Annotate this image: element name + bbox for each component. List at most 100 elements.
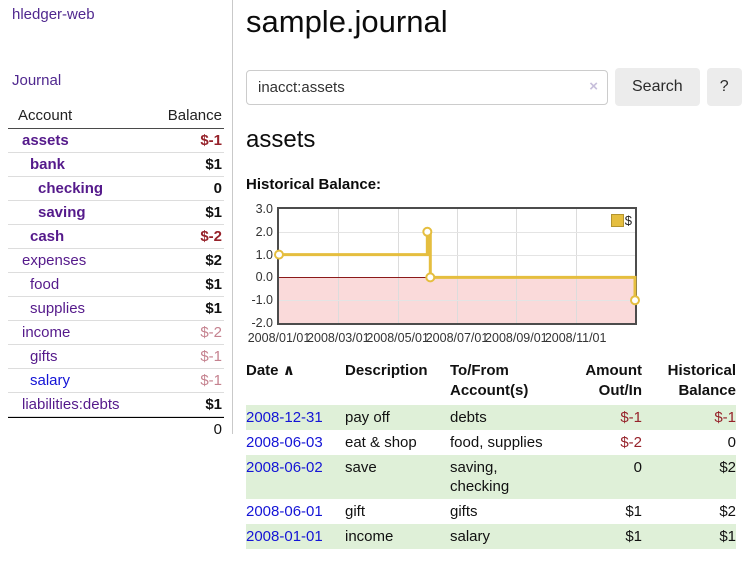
- x-axis-tick-label: 2008/09/01: [485, 331, 548, 345]
- transaction-accounts: salary: [450, 524, 562, 549]
- y-axis-tick-label: -2.0: [251, 316, 273, 330]
- transaction-balance: $-1: [642, 405, 736, 430]
- transaction-row: 2008-12-31 pay off debts $-1 $-1: [246, 405, 736, 430]
- account-balance: $1: [205, 300, 222, 317]
- chart-legend: $: [610, 213, 632, 228]
- account-row: food $1: [8, 273, 224, 297]
- search-input[interactable]: [246, 69, 608, 105]
- transaction-description: income: [345, 524, 450, 549]
- account-row: saving $1: [8, 201, 224, 225]
- data-point-marker: [422, 226, 433, 237]
- account-link[interactable]: bank: [30, 156, 66, 173]
- account-link[interactable]: assets: [22, 132, 69, 149]
- sidebar-separator: [232, 0, 233, 434]
- step-line: [279, 230, 637, 301]
- accounts-header-account: Account: [18, 107, 73, 124]
- transaction-date-link[interactable]: 2008-12-31: [246, 409, 323, 426]
- account-link[interactable]: saving: [38, 204, 86, 221]
- account-row: expenses $2: [8, 249, 224, 273]
- x-axis-tick-label: 2008/01/01: [247, 331, 311, 345]
- account-balance: $1: [205, 204, 222, 221]
- transaction-date-link[interactable]: 2008-01-01: [246, 528, 323, 545]
- transaction-balance: $2: [719, 503, 736, 520]
- account-link[interactable]: supplies: [30, 300, 86, 317]
- account-link[interactable]: liabilities:debts: [22, 396, 120, 413]
- transaction-accounts: saving, checking: [450, 455, 562, 499]
- account-link[interactable]: checking: [38, 180, 104, 197]
- account-row: assets $-1: [8, 129, 224, 153]
- account-link[interactable]: salary: [30, 372, 71, 389]
- account-link[interactable]: expenses: [22, 252, 87, 269]
- vertical-gridline: [397, 209, 399, 323]
- transaction-amount: $1: [625, 503, 642, 520]
- horizontal-gridline: [279, 231, 635, 233]
- x-axis-tick-label: 2008/07/01: [425, 331, 489, 345]
- register-table-body: 2008-12-31 pay off debts $-1 $-1 2008-06-…: [246, 405, 736, 549]
- data-point-marker: [425, 272, 436, 283]
- transaction-date-link[interactable]: 2008-06-03: [246, 434, 323, 451]
- account-balance: 0: [213, 180, 222, 197]
- app-title-link[interactable]: hledger-web: [12, 6, 95, 23]
- balance-line-series: [274, 226, 640, 306]
- account-link[interactable]: cash: [30, 228, 65, 245]
- transaction-row: 2008-06-03 eat & shop food, supplies $-2…: [246, 430, 736, 455]
- legend-label: $: [624, 213, 632, 228]
- horizontal-gridline: [279, 254, 635, 256]
- vertical-gridline: [457, 209, 458, 323]
- account-row: cash $-2: [8, 225, 224, 249]
- search-button[interactable]: Search: [615, 68, 700, 106]
- transaction-amount: $-2: [620, 434, 642, 451]
- sidebar-item-journal[interactable]: Journal: [12, 72, 62, 89]
- search-bar: × Search ?: [246, 67, 742, 107]
- account-row: liabilities:debts $1: [8, 393, 224, 417]
- account-link[interactable]: food: [30, 276, 60, 293]
- accounts-total-value: 0: [213, 421, 222, 438]
- account-balance: $1: [205, 156, 222, 173]
- transaction-row: 2008-06-01 gift gifts $1 $2: [246, 499, 736, 524]
- transaction-balance: $1: [642, 524, 736, 549]
- account-balance: $-1: [200, 132, 222, 149]
- accounts-table: Account Balance assets $-1 bank $1 checkin…: [8, 107, 224, 441]
- account-row: gifts $-1: [8, 345, 224, 369]
- y-axis-tick-label: 0.0: [255, 270, 273, 285]
- transaction-balance: 0: [727, 434, 736, 451]
- accounts-table-rows: assets $-1 bank $1 checking 0 saving $1 cash…: [8, 129, 224, 417]
- transaction-amount: $-1: [562, 405, 642, 430]
- transaction-description: save: [345, 455, 450, 499]
- accounts-table-header: Account Balance: [8, 107, 224, 129]
- transaction-description: eat & shop: [345, 434, 417, 451]
- account-balance: $1: [205, 396, 222, 413]
- data-point-marker: [274, 249, 284, 260]
- account-row: income $-2: [8, 321, 224, 345]
- accounts-header-balance: Balance: [167, 107, 222, 124]
- account-heading: assets: [246, 126, 316, 153]
- account-balance: $-1: [200, 372, 222, 389]
- account-row: bank $1: [8, 153, 224, 177]
- account-balance: $-2: [200, 228, 222, 245]
- account-balance: $1: [205, 276, 222, 293]
- transaction-date-link[interactable]: 2008-06-02: [246, 459, 323, 476]
- account-link[interactable]: income: [22, 324, 71, 341]
- transaction-description: gift: [345, 503, 366, 520]
- account-balance: $2: [205, 252, 222, 269]
- x-axis-tick-label: 2008/03/01: [307, 331, 370, 345]
- account-link[interactable]: gifts: [30, 348, 58, 365]
- account-balance: $-2: [200, 324, 222, 341]
- historical-balance-chart: 3.0 2.0 1.0 0.0 -1.0 -2.0 $ 2008/01/01 2008/03…: [246, 198, 706, 348]
- transaction-accounts: gifts: [450, 503, 478, 520]
- transaction-accounts: debts: [450, 405, 562, 430]
- register-table: Date ∧ Description To/From Account(s) Am…: [246, 361, 736, 549]
- column-header-date[interactable]: Date ∧: [246, 362, 295, 379]
- y-axis-tick-label: 3.0: [255, 202, 273, 216]
- x-axis-tick-label: 2008/11/01: [544, 331, 607, 345]
- clear-search-icon[interactable]: ×: [589, 77, 598, 95]
- account-row: checking 0: [8, 177, 224, 201]
- sort-ascending-icon: ∧: [282, 362, 295, 379]
- transaction-amount: 0: [562, 455, 642, 499]
- account-row: salary $-1: [8, 369, 224, 393]
- column-header-accounts: To/From Account(s): [450, 362, 529, 399]
- help-button[interactable]: ?: [706, 68, 742, 106]
- transaction-date-link[interactable]: 2008-06-01: [246, 503, 323, 520]
- account-row: supplies $1: [8, 297, 224, 321]
- transaction-row: 2008-06-02 save saving, checking 0 $2: [246, 455, 736, 499]
